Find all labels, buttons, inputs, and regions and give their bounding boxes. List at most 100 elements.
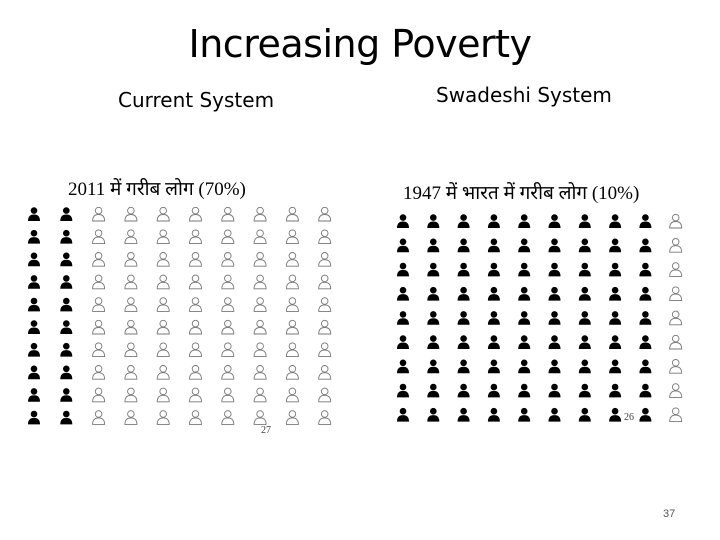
person-filled-icon <box>548 407 561 422</box>
person-filled-icon <box>397 238 409 253</box>
person-outline-icon <box>156 319 170 335</box>
person-filled-icon <box>487 286 500 301</box>
person-filled-icon <box>457 238 470 253</box>
person-outline-icon <box>156 410 170 425</box>
person-outline-icon <box>189 229 202 245</box>
person-outline-icon <box>221 342 235 358</box>
person-outline-icon <box>669 262 683 277</box>
person-outline-icon <box>318 319 332 335</box>
person-outline-icon <box>189 319 202 335</box>
person-outline-icon <box>318 274 332 290</box>
person-outline-icon <box>669 383 683 398</box>
person-outline-icon <box>669 310 683 326</box>
person-filled-icon <box>487 383 500 398</box>
person-filled-icon <box>427 383 440 398</box>
person-outline-icon <box>253 274 267 290</box>
person-filled-icon <box>518 311 531 325</box>
person-filled-icon <box>518 262 531 277</box>
person-outline-icon <box>92 252 106 267</box>
current-system-label: Current System <box>118 88 275 112</box>
person-filled-icon <box>578 286 591 301</box>
person-filled-icon <box>28 342 40 357</box>
person-outline-icon <box>221 274 235 290</box>
person-filled-icon <box>639 383 652 398</box>
person-outline-icon <box>189 387 202 403</box>
person-filled-icon <box>28 229 40 244</box>
person-outline-icon <box>221 252 235 267</box>
person-filled-icon <box>427 311 440 325</box>
person-outline-icon <box>253 252 267 267</box>
person-outline-icon <box>124 297 138 312</box>
person-filled-icon <box>518 286 531 301</box>
person-filled-icon <box>609 359 622 374</box>
person-filled-icon <box>578 311 591 325</box>
person-outline-icon <box>189 297 202 312</box>
person-outline-icon <box>92 410 106 425</box>
person-filled-icon <box>397 311 409 325</box>
person-outline-icon <box>285 410 299 425</box>
person-filled-icon <box>609 286 622 301</box>
person-filled-icon <box>397 407 409 422</box>
slide-number: 37 <box>663 508 676 520</box>
person-filled-icon <box>639 286 652 301</box>
person-outline-icon <box>318 229 332 245</box>
person-outline-icon <box>318 365 332 380</box>
person-outline-icon <box>92 297 106 312</box>
person-filled-icon <box>427 407 440 422</box>
person-filled-icon <box>60 410 73 425</box>
person-filled-icon <box>487 311 500 325</box>
right-page-number: 26 <box>624 412 634 423</box>
person-outline-icon <box>189 342 202 358</box>
person-filled-icon <box>609 407 622 422</box>
person-outline-icon <box>92 274 106 290</box>
person-outline-icon <box>285 342 299 358</box>
person-outline-icon <box>156 206 170 222</box>
person-outline-icon <box>221 410 235 425</box>
person-outline-icon <box>253 319 267 335</box>
person-outline-icon <box>156 229 170 245</box>
person-filled-icon <box>548 286 561 301</box>
person-outline-icon <box>156 274 170 290</box>
person-outline-icon <box>124 410 138 425</box>
person-filled-icon <box>457 286 470 301</box>
person-filled-icon <box>427 238 440 253</box>
person-filled-icon <box>397 335 409 349</box>
person-outline-icon <box>285 206 299 222</box>
person-filled-icon <box>28 410 40 425</box>
person-outline-icon <box>124 387 138 403</box>
person-filled-icon <box>578 383 591 398</box>
person-filled-icon <box>487 238 500 253</box>
person-filled-icon <box>397 262 409 277</box>
person-outline-icon <box>92 387 106 403</box>
person-outline-icon <box>221 365 235 380</box>
person-outline-icon <box>669 334 683 350</box>
person-filled-icon <box>487 335 500 349</box>
person-outline-icon <box>92 229 106 245</box>
person-filled-icon <box>397 214 409 228</box>
person-outline-icon <box>253 297 267 312</box>
person-filled-icon <box>60 252 73 267</box>
person-filled-icon <box>639 311 652 325</box>
person-outline-icon <box>318 206 332 222</box>
person-outline-icon <box>124 319 138 335</box>
person-filled-icon <box>28 207 40 221</box>
person-filled-icon <box>548 238 561 253</box>
person-outline-icon <box>318 410 332 425</box>
person-filled-icon <box>639 214 652 228</box>
person-outline-icon <box>92 319 106 335</box>
person-outline-icon <box>221 297 235 312</box>
person-outline-icon <box>189 274 202 290</box>
person-filled-icon <box>609 262 622 277</box>
person-outline-icon <box>189 410 202 425</box>
right-chart-heading: 1947 में भारत में गरीब लोग (10%) <box>403 183 640 204</box>
person-filled-icon <box>518 238 531 253</box>
person-filled-icon <box>578 214 591 228</box>
person-filled-icon <box>487 262 500 277</box>
person-outline-icon <box>285 297 299 312</box>
person-filled-icon <box>578 407 591 422</box>
person-filled-icon <box>28 388 40 402</box>
person-filled-icon <box>28 252 40 267</box>
person-outline-icon <box>669 286 683 302</box>
